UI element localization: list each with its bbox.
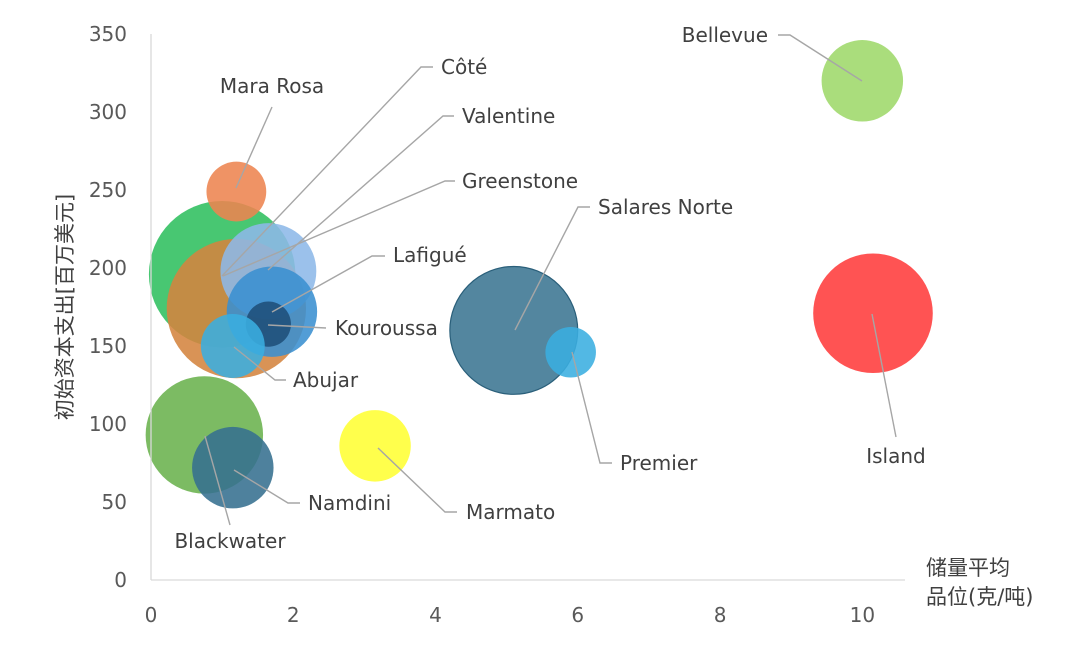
leader-line-premier [571, 351, 612, 464]
bubble-bellevue [821, 40, 904, 122]
y-tick-label-200: 200 [89, 256, 127, 280]
x-tick-label-6: 6 [571, 603, 584, 627]
x-tick-label-4: 4 [429, 603, 442, 627]
data-label-abujar: Abujar [293, 368, 359, 392]
leader-line-salares-norte [514, 206, 590, 331]
x-tick-label-2: 2 [287, 603, 300, 627]
bubble-island [813, 253, 933, 374]
data-label-cote: Côté [441, 55, 487, 79]
data-label-marmato: Marmato [466, 500, 555, 524]
data-label-mara-rosa: Mara Rosa [220, 74, 324, 98]
bubble-namdini [192, 426, 274, 509]
leader-line-bellevue [778, 34, 863, 82]
bubble-abujar [200, 314, 265, 378]
data-label-namdini: Namdini [308, 491, 391, 515]
data-label-valentine: Valentine [462, 104, 555, 128]
leader-line-marmato [377, 447, 457, 513]
y-axis-title: 初始资本支出[百万美元] [53, 194, 77, 420]
x-tick-label-10: 10 [850, 603, 875, 627]
y-tick-label-50: 50 [102, 490, 127, 514]
y-tick-label-150: 150 [89, 334, 127, 358]
data-label-premier: Premier [620, 451, 698, 475]
x-tick-label-0: 0 [145, 603, 158, 627]
leader-line-blackwater [204, 435, 231, 526]
y-tick-label-0: 0 [114, 568, 127, 592]
leader-line-kouroussa [267, 324, 327, 329]
data-label-greenstone: Greenstone [462, 169, 578, 193]
leader-line-lafigue [271, 255, 385, 313]
leader-line-abujar [233, 346, 286, 381]
y-tick-label-350: 350 [89, 22, 127, 46]
x-axis-title-line-1: 储量平均 [926, 556, 1010, 580]
data-label-lafigue: Lafigué [393, 243, 467, 267]
leader-line-valentine [267, 115, 454, 271]
data-label-island: Island [866, 444, 926, 468]
bubble-mara-rosa [206, 161, 267, 222]
x-tick-label-8: 8 [714, 603, 727, 627]
leader-line-cote [221, 66, 433, 277]
x-axis-title-line-2: 品位(克/吨) [926, 585, 1033, 609]
y-tick-label-100: 100 [89, 412, 127, 436]
y-tick-label-250: 250 [89, 178, 127, 202]
data-label-salares-norte: Salares Norte [598, 195, 733, 219]
labels-layer: Greenstone Côté Valentine Lafigué Kouroussa A… [174, 23, 925, 553]
axes-layer [150, 34, 905, 581]
data-label-kouroussa: Kouroussa [335, 316, 438, 340]
leader-line-mara-rosa [235, 106, 273, 189]
data-label-bellevue: Bellevue [682, 23, 768, 47]
bubble-premier [545, 326, 596, 378]
data-label-blackwater: Blackwater [174, 529, 286, 553]
bubble-marmato [339, 410, 411, 482]
y-tick-label-300: 300 [89, 100, 127, 124]
leader-line-namdini [233, 469, 300, 504]
leader-line-island [871, 313, 897, 438]
leaders-layer [204, 34, 897, 526]
